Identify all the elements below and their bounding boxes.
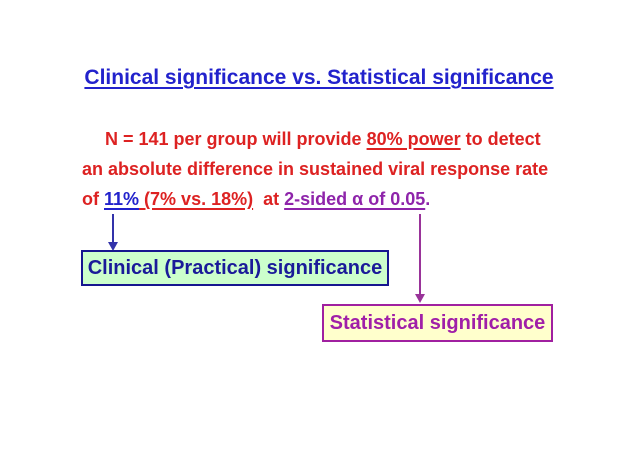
power-underlined-text: 80% power (366, 129, 461, 149)
clinical-significance-box: Clinical (Practical) significance (81, 250, 389, 286)
line3-at-text: at (253, 189, 285, 209)
statistical-arrow-head-icon (415, 294, 425, 303)
rates-paren-text: (7% vs. 18%) (139, 189, 254, 209)
statistical-significance-label: Statistical significance (329, 311, 546, 334)
difference-value-text: 11% (104, 189, 140, 209)
statistical-arrow-line (419, 214, 421, 295)
slide-title: Clinical significance vs. Statistical si… (84, 66, 554, 89)
line1-pre-text: N = 141 per group will provide (105, 129, 367, 149)
clinical-arrow-head-icon (108, 242, 118, 251)
line3-of-text: of (82, 189, 104, 209)
body-line-1: N = 141 per group will provide 80% power… (105, 129, 541, 151)
alpha-clause-text: 2-sided α of 0.05 (284, 189, 426, 209)
line1-post-text: to detect (460, 129, 541, 149)
clinical-significance-label: Clinical (Practical) significance (87, 256, 383, 279)
clinical-arrow-line (112, 214, 114, 243)
statistical-significance-box: Statistical significance (322, 304, 553, 342)
body-line-2: an absolute difference in sustained vira… (82, 159, 549, 179)
body-line-3: of 11% (7% vs. 18%) at 2-sided α of 0.05… (82, 189, 430, 211)
line3-period-text: . (425, 189, 431, 209)
